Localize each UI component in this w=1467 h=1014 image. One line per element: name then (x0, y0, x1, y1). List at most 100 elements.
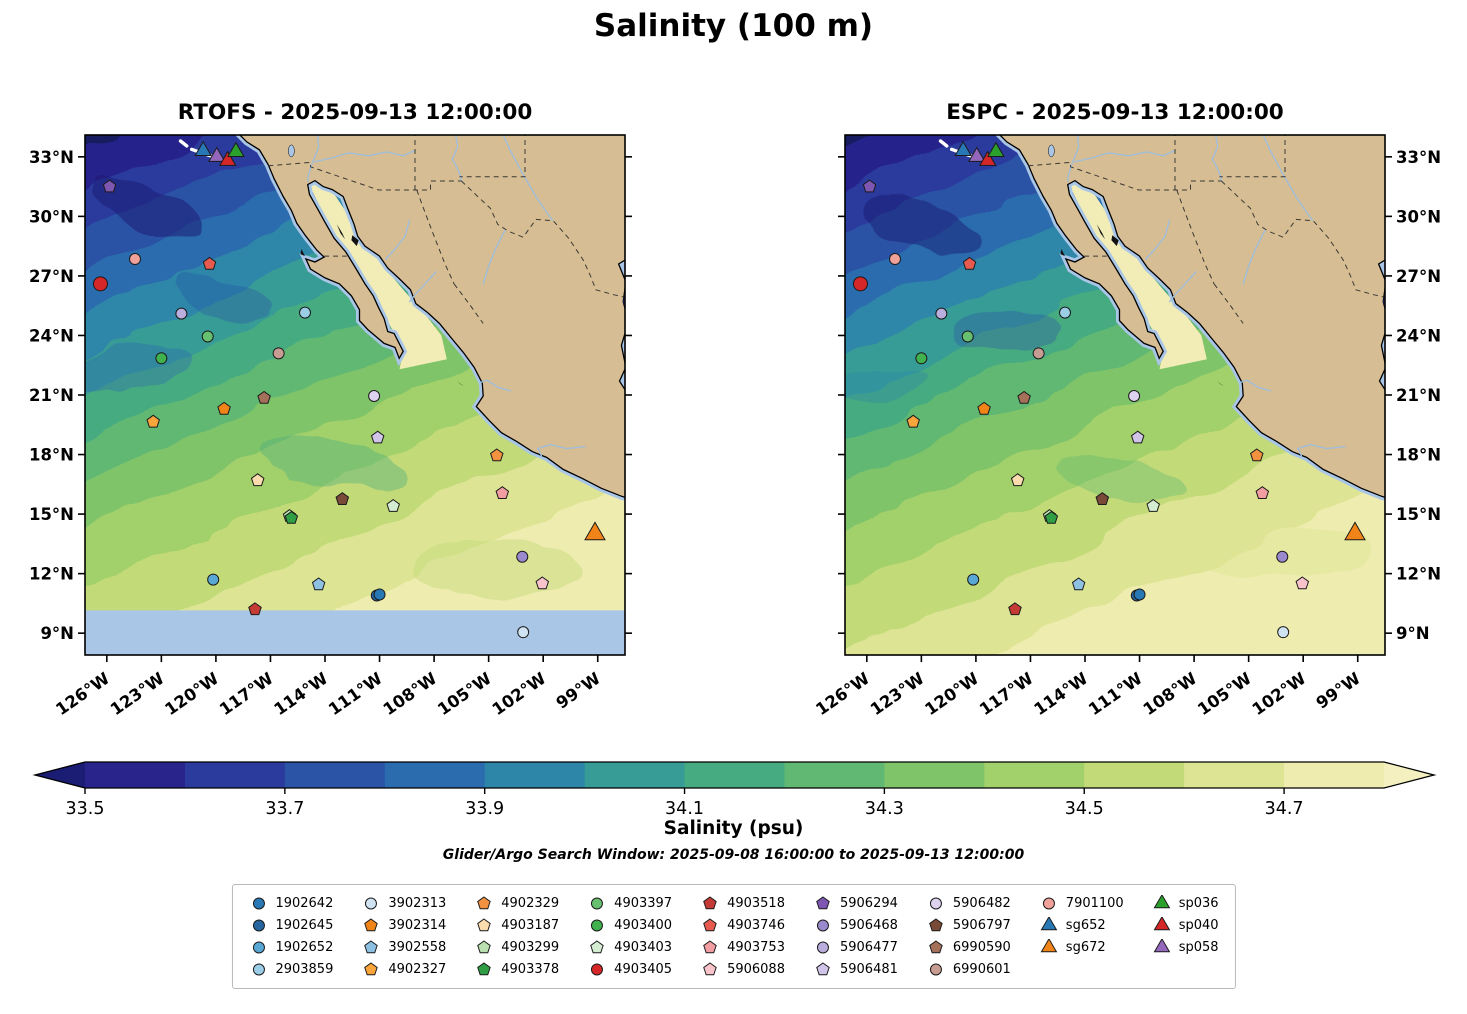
lat-tick-label: 33°N (1396, 148, 1441, 167)
pentagon-marker-icon (703, 896, 717, 910)
platform-marker-5906797 (1095, 492, 1110, 505)
legend-marker-1902652 (252, 941, 265, 954)
legend-item: 4903187 (474, 917, 559, 934)
platform-marker-5906477 (175, 307, 188, 320)
river (482, 229, 506, 285)
platform-marker-7901100 (129, 253, 141, 266)
platform-marker-sg652 (954, 140, 972, 156)
legend-item-label: 5906088 (727, 961, 785, 977)
legend-marker-3902314 (364, 918, 379, 932)
colorbar-segment (184, 762, 286, 788)
platform-marker-sg672 (1344, 521, 1366, 541)
island (351, 235, 359, 247)
legend-marker-4902329 (477, 896, 492, 910)
pentagon-marker-icon (477, 918, 492, 932)
lat-tick-label: 21°N (1396, 386, 1441, 405)
platform-marker-4903397 (961, 330, 974, 343)
legend-column: 5906482 5906797 6990590 6990601 (926, 895, 1011, 978)
legend-item: 1902652 (248, 939, 333, 956)
platform-marker-6990590 (1017, 390, 1031, 404)
legend-item: 4903378 (474, 961, 559, 978)
pentagon-marker-icon (703, 940, 717, 954)
lat-tick-label: 30°N (29, 207, 74, 226)
platform-marker-4903378 (284, 510, 299, 524)
platform-marker-4902327 (146, 414, 160, 428)
island (1096, 224, 1105, 240)
platform-marker-sp058 (208, 146, 226, 162)
legend-item-label: 4903403 (614, 939, 673, 955)
platform-marker-1902642 (1133, 588, 1146, 601)
legend-marker-1902645 (252, 919, 265, 932)
river (1067, 135, 1081, 183)
river (1240, 379, 1272, 392)
legend-marker-4903753 (703, 940, 717, 954)
legend-item: 3902558 (361, 939, 446, 956)
platform-marker-2903859 (299, 306, 311, 319)
legend-column: 3902313 3902314 3902558 4902327 (361, 895, 446, 978)
platform-marker-6990601 (1032, 347, 1045, 360)
legend-marker-6990590 (929, 940, 943, 954)
political-border (268, 161, 462, 191)
political-border (1213, 283, 1244, 324)
lat-tick-label: 15°N (1396, 505, 1441, 524)
legend-item-label: sp036 (1178, 895, 1219, 911)
lon-tick-label: 114°W (271, 669, 332, 719)
pentagon-marker-icon (929, 918, 943, 932)
platform-marker-5906088 (535, 576, 550, 590)
legend-item: sp036 (1152, 895, 1219, 912)
legend-item-label: 6990601 (952, 961, 1011, 977)
lon-tick-label: 102°W (1249, 669, 1310, 719)
colorbar: 33.5 33.7 33.9 34.1 34.3 34.5 34.7 (32, 761, 1437, 819)
legend-marker-4903403 (590, 940, 604, 954)
river (314, 150, 415, 163)
lon-tick-label: 114°W (1031, 669, 1092, 719)
legend-item-label: sp040 (1178, 917, 1219, 933)
river (1145, 219, 1171, 260)
pentagon-marker-icon (477, 896, 492, 910)
legend-item: 7901100 (1039, 895, 1124, 912)
legend-item: 5906088 (700, 961, 785, 978)
platform-marker-4903400 (915, 352, 928, 365)
colorbar-tick-label: 33.5 (66, 799, 105, 819)
island (1060, 249, 1065, 257)
platform-marker-5906481 (370, 430, 385, 444)
legend-item-label: 4903753 (727, 939, 785, 955)
legend-item: 1902642 (248, 895, 333, 912)
lon-tick-label: 123°W (107, 669, 168, 719)
pentagon-marker-icon (364, 940, 379, 954)
legend-marker-4903405 (591, 963, 604, 976)
platform-marker-6990590 (257, 390, 271, 404)
legend-item: 4902329 (474, 895, 559, 912)
lat-tick-label: 30°N (1396, 207, 1441, 226)
political-border (416, 189, 455, 285)
lon-tick-label: 126°W (812, 669, 873, 719)
legend-item: 4903746 (700, 917, 785, 934)
land (998, 135, 1385, 499)
platform-marker-1902652 (207, 573, 220, 586)
legend-item: 4902327 (361, 961, 446, 978)
lon-tick-label: 123°W (867, 669, 928, 719)
lon-tick-label: 99°W (553, 669, 604, 713)
pentagon-marker-icon (816, 962, 830, 976)
legend-marker-5906797 (929, 918, 943, 932)
lat-tick-label: 27°N (29, 267, 74, 286)
legend-item-label: 3902558 (388, 939, 447, 955)
platform-marker-4903405 (92, 276, 108, 292)
legend-marker-5906482 (929, 897, 942, 910)
legend-item-label: 4903299 (501, 939, 560, 955)
legend-item-label: sg672 (1065, 939, 1106, 955)
lon-tick-label: 117°W (216, 669, 277, 719)
circle-marker-icon (591, 897, 604, 910)
lon-tick-label: 105°W (434, 669, 495, 719)
legend-item-label: 4903518 (727, 895, 785, 911)
legend-column: 5906294 5906468 5906477 5906481 (813, 895, 898, 978)
platform-marker-sg672 (584, 521, 606, 541)
legend-marker-5906294 (816, 896, 830, 910)
colorbar-tick-label: 34.7 (1265, 799, 1304, 819)
platform-marker-5906468 (516, 550, 529, 563)
legend-marker-5906481 (816, 962, 830, 976)
river (408, 271, 437, 303)
colorbar-label: Salinity (psu) (663, 818, 804, 839)
legend-marker-sg652 (1040, 917, 1058, 931)
pentagon-marker-icon (703, 962, 717, 976)
